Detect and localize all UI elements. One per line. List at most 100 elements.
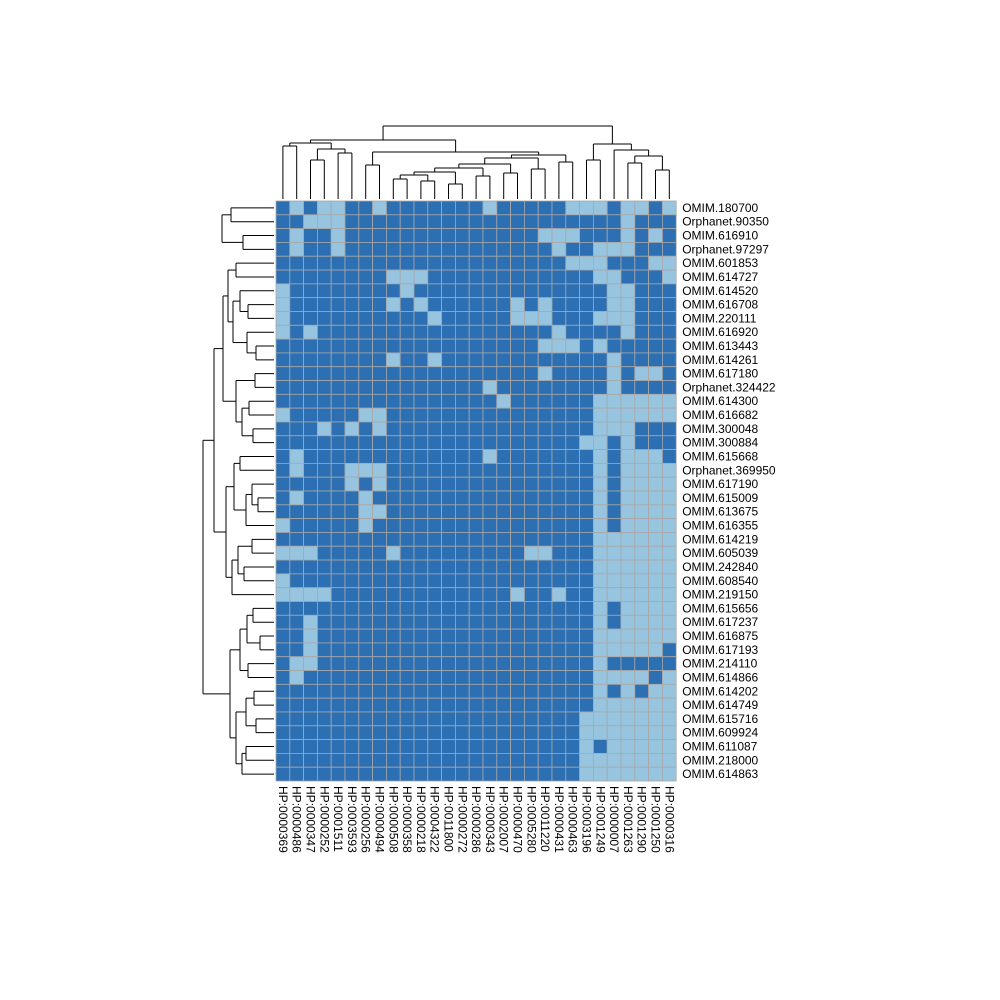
heatmap-cell: [275, 393, 291, 409]
heatmap-cell: [372, 435, 387, 450]
heatmap-cell: [537, 242, 553, 257]
heatmap-cell: [579, 766, 594, 782]
heatmap-cell: [358, 255, 373, 271]
heatmap-cell: [579, 601, 594, 616]
heatmap-cell: [316, 670, 332, 685]
heatmap-cell: [620, 297, 636, 312]
heatmap-cell: [454, 532, 470, 547]
heatmap-cell: [441, 283, 456, 299]
heatmap-cell: [634, 559, 649, 575]
heatmap-cell: [372, 311, 387, 326]
heatmap-cell: [620, 462, 636, 478]
heatmap-cell: [399, 407, 415, 423]
heatmap-cell: [662, 573, 677, 589]
heatmap-cell: [454, 407, 470, 423]
heatmap-cell: [551, 697, 567, 713]
heatmap-cell: [344, 614, 360, 630]
heatmap-cell: [606, 545, 622, 561]
heatmap-cell: [303, 601, 318, 616]
heatmap-cell: [496, 311, 511, 326]
heatmap-cell: [468, 311, 484, 326]
heatmap-cell: [482, 711, 498, 727]
heatmap-cell: [358, 656, 373, 671]
heatmap-cell: [565, 200, 580, 216]
heatmap-cell: [454, 601, 470, 616]
heatmap-cell: [634, 504, 649, 520]
heatmap-cell: [385, 476, 401, 492]
heatmap-cell: [454, 462, 470, 478]
heatmap-cell: [551, 352, 567, 368]
heatmap-cell: [413, 283, 429, 299]
heatmap-cell: [620, 601, 636, 616]
heatmap-cell: [358, 380, 373, 395]
row-label: OMIM.611087: [682, 739, 757, 753]
heatmap-cell: [510, 407, 525, 423]
heatmap-cell: [537, 490, 553, 506]
heatmap-cell: [510, 255, 525, 271]
heatmap-cell: [385, 421, 401, 437]
heatmap-cell: [606, 725, 622, 740]
heatmap-cell: [565, 352, 580, 368]
heatmap-cell: [579, 214, 594, 230]
heatmap-cell: [482, 766, 498, 782]
heatmap-cell: [634, 393, 649, 409]
heatmap-cell: [551, 545, 567, 561]
heatmap-cell: [482, 393, 498, 409]
heatmap-cell: [579, 628, 594, 644]
heatmap-cell: [606, 366, 622, 381]
heatmap-cell: [620, 421, 636, 437]
heatmap-cell: [454, 614, 470, 630]
heatmap-cell: [427, 642, 442, 658]
heatmap-cell: [537, 269, 553, 285]
heatmap-cell: [289, 269, 304, 285]
heatmap-cell: [413, 324, 429, 340]
heatmap-cell: [289, 228, 304, 243]
heatmap-cell: [344, 573, 360, 589]
heatmap-cell: [662, 228, 677, 243]
heatmap-cell: [510, 462, 525, 478]
heatmap-cell: [344, 739, 360, 754]
row-label: OMIM.614261: [682, 353, 758, 367]
heatmap-cell: [372, 573, 387, 589]
heatmap-cell: [316, 518, 332, 533]
heatmap-cell: [289, 393, 304, 409]
heatmap-cell: [662, 214, 677, 230]
heatmap-cell: [468, 504, 484, 520]
heatmap-cell: [358, 559, 373, 575]
heatmap-cell: [303, 421, 318, 437]
heatmap-cells: [275, 200, 677, 782]
heatmap-cell: [427, 352, 442, 368]
heatmap-cell: [413, 587, 429, 602]
heatmap-cell: [454, 642, 470, 658]
column-label: HP:0000256: [359, 786, 373, 853]
heatmap-cell: [275, 200, 291, 216]
heatmap-cell: [413, 573, 429, 589]
heatmap-cell: [358, 504, 373, 520]
heatmap-cell: [413, 214, 429, 230]
heatmap-cell: [579, 545, 594, 561]
heatmap-cell: [316, 407, 332, 423]
heatmap-cell: [468, 366, 484, 381]
heatmap-cell: [606, 697, 622, 713]
heatmap-cell: [330, 407, 346, 423]
heatmap-cell: [606, 559, 622, 575]
heatmap-cell: [510, 283, 525, 299]
column-label: HP:0002007: [497, 786, 511, 853]
heatmap-cell: [510, 435, 525, 450]
heatmap-cell: [648, 573, 663, 589]
heatmap-cell: [537, 462, 553, 478]
heatmap-cell: [385, 435, 401, 450]
heatmap-cell: [399, 297, 415, 312]
heatmap-cell: [468, 573, 484, 589]
heatmap-cell: [537, 573, 553, 589]
heatmap-cell: [441, 670, 456, 685]
heatmap-cell: [537, 670, 553, 685]
heatmap-cell: [344, 255, 360, 271]
heatmap-cell: [441, 711, 456, 727]
heatmap-cell: [648, 490, 663, 506]
heatmap-cell: [289, 476, 304, 492]
heatmap-cell: [468, 545, 484, 561]
heatmap-cell: [303, 435, 318, 450]
heatmap-cell: [510, 352, 525, 368]
column-label: HP:0000358: [400, 786, 414, 853]
